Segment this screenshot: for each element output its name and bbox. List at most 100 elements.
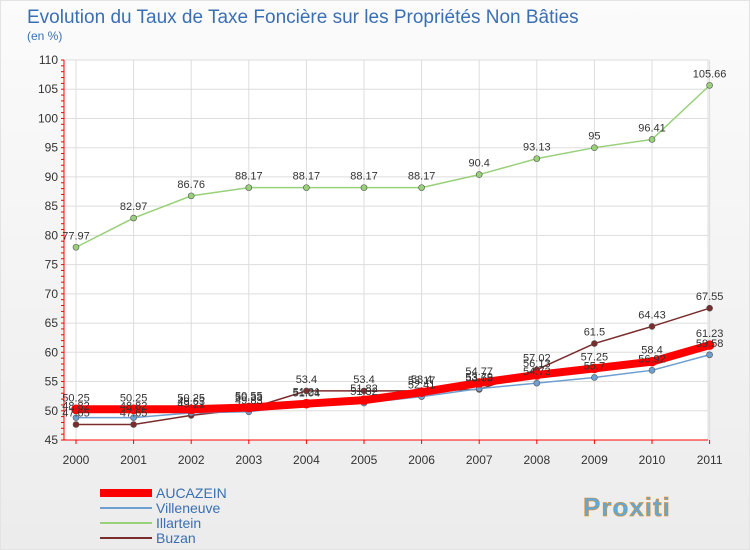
legend-label-buzan: Buzan — [156, 530, 196, 546]
x-tick-label: 2005 — [351, 453, 378, 467]
data-label-buzan: 53.4 — [296, 374, 317, 386]
data-point-aucazein — [589, 363, 600, 374]
y-tick-label: 90 — [45, 170, 59, 184]
chart-title: Evolution du Taux de Taxe Foncière sur l… — [27, 7, 579, 28]
data-label-layer: 47.65 47.65 49.21 50.33 53.4 53.4 53.4 53.65 57.… — [62, 68, 726, 419]
y-axis-unit: (en %) — [27, 29, 62, 43]
data-point-villeneuve — [533, 379, 541, 387]
x-tick-label: 2006 — [408, 453, 435, 467]
series-layer — [71, 82, 715, 428]
data-point-villeneuve — [706, 351, 713, 359]
x-tick-label: 2007 — [466, 453, 493, 467]
data-label-illartein: 105.66 — [693, 68, 727, 80]
data-label-aucazein: 51.21 — [293, 387, 321, 399]
data-point-buzan — [648, 323, 656, 330]
data-point-illartein — [475, 171, 483, 178]
series-line-aucazein — [72, 341, 714, 414]
data-point-illartein — [418, 184, 425, 191]
data-label-villeneuve: 48.82 — [62, 401, 90, 413]
data-point-illartein — [303, 184, 310, 191]
data-label-buzan: 47.65 — [120, 408, 148, 420]
proxiti-logo-text: Proxiti — [583, 492, 671, 522]
data-label-aucazein: 53.17 — [408, 375, 436, 387]
x-tick-label: 2008 — [523, 453, 550, 467]
data-label-illartein: 88.17 — [350, 171, 378, 183]
data-point-villeneuve — [591, 374, 598, 381]
data-label-illartein: 88.17 — [293, 171, 321, 183]
data-point-buzan — [72, 421, 80, 428]
x-tick-label: 2010 — [639, 453, 666, 467]
data-label-villeneuve: 51.32 — [350, 386, 378, 398]
data-point-aucazein — [301, 398, 312, 409]
data-label-aucazein: 50.25 — [120, 392, 148, 404]
data-point-buzan — [303, 387, 310, 395]
data-label-buzan: 47.65 — [62, 408, 90, 420]
data-point-aucazein — [647, 356, 657, 367]
legend-label-villeneuve: Villeneuve — [156, 500, 221, 516]
y-tick-label: 85 — [45, 199, 59, 213]
data-label-buzan: 57.02 — [523, 353, 551, 365]
data-point-illartein — [591, 144, 598, 151]
data-label-buzan: 50.33 — [235, 392, 263, 404]
data-point-illartein — [533, 155, 541, 162]
data-label-buzan: 53.4 — [411, 374, 432, 386]
data-label-illartein: 95 — [588, 131, 600, 143]
plot-area — [63, 59, 709, 441]
data-point-aucazein — [704, 340, 715, 350]
data-label-buzan: 67.55 — [696, 291, 724, 303]
proxiti-logo: Proxiti — [583, 492, 671, 523]
data-label-aucazein: 56.13 — [523, 358, 551, 370]
data-label-aucazein: 57.25 — [581, 351, 609, 363]
data-label-illartein: 77.97 — [62, 230, 90, 242]
y-tick-label: 60 — [45, 345, 59, 359]
y-tick-label: 45 — [45, 433, 59, 447]
data-label-buzan: 49.21 — [177, 398, 205, 410]
data-label-illartein: 88.17 — [235, 171, 263, 183]
data-label-buzan: 64.43 — [638, 309, 666, 321]
axis-layer: 45 50 55 60 65 70 75 80 85 90 95 100 105 110 2000 2001 2… — [38, 53, 723, 467]
data-label-aucazein: 54.77 — [465, 366, 493, 378]
data-label-illartein: 82.97 — [120, 201, 148, 213]
data-point-buzan — [130, 421, 137, 428]
data-label-aucazein: 51.82 — [350, 383, 378, 395]
data-label-villeneuve: 52.41 — [408, 380, 436, 392]
x-tick-label: 2000 — [63, 453, 90, 467]
series-line-illartein — [75, 84, 711, 249]
legend-label-aucazein: AUCAZEIN — [156, 485, 227, 501]
x-tick-label: 2002 — [178, 453, 205, 467]
data-point-aucazein — [244, 402, 254, 413]
data-label-illartein: 88.17 — [408, 171, 436, 183]
data-label-villeneuve: 56.92 — [638, 353, 666, 365]
data-point-aucazein — [71, 404, 81, 415]
data-label-illartein: 93.13 — [523, 142, 551, 154]
grid-layer — [63, 59, 711, 441]
data-label-aucazein: 58.4 — [641, 345, 662, 357]
data-label-villeneuve: 59.58 — [696, 338, 724, 350]
y-tick-label: 65 — [45, 316, 59, 330]
data-point-buzan — [591, 340, 598, 347]
data-label-aucazein: 50.55 — [235, 391, 263, 403]
data-point-aucazein — [359, 395, 369, 405]
data-point-buzan — [706, 304, 713, 312]
data-point-buzan — [360, 387, 368, 395]
data-point-illartein — [360, 184, 368, 191]
data-label-illartein: 90.4 — [468, 158, 489, 170]
x-tick-label: 2004 — [293, 453, 320, 467]
data-point-aucazein — [474, 378, 485, 388]
y-tick-label: 80 — [45, 228, 59, 242]
x-tick-label: 2003 — [235, 453, 262, 467]
data-label-buzan: 53.4 — [353, 374, 374, 386]
data-label-villeneuve: 54.73 — [523, 366, 551, 378]
y-tick-label: 110 — [39, 53, 58, 67]
x-tick-label: 2011 — [697, 453, 723, 467]
data-point-aucazein — [186, 404, 196, 415]
data-point-villeneuve — [130, 414, 137, 421]
data-point-illartein — [245, 184, 253, 191]
legend-label-illartein: Illartein — [156, 515, 201, 531]
data-point-illartein — [130, 214, 137, 222]
y-tick-label: 55 — [45, 375, 59, 389]
data-label-villeneuve: 51.04 — [293, 388, 321, 400]
data-label-villeneuve: 49.63 — [177, 396, 205, 408]
